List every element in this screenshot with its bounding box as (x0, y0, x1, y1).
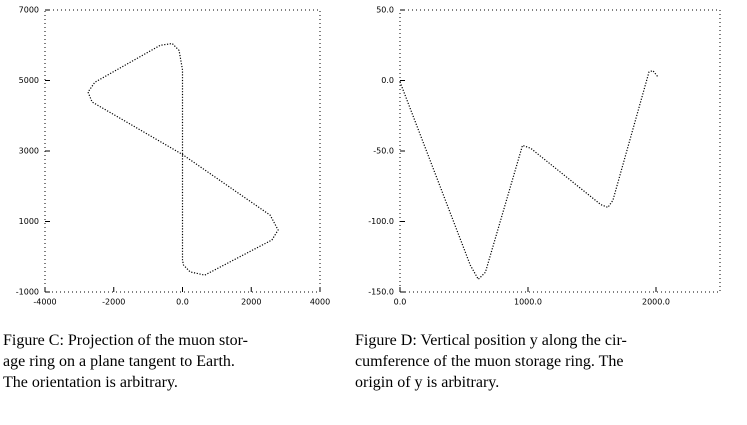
y-tick-label: 5000 (19, 76, 39, 85)
data-line (87, 42, 279, 276)
x-tick-label: -2000 (102, 298, 125, 307)
caption: Figure C: Projection of the muon stor-ag… (3, 330, 248, 393)
figures: -4000 -2000 0.0 2000 4000 -1000 1000 3000 5000 70… (16, 6, 721, 307)
y-tick-label: -1000 (16, 288, 39, 297)
caption-line: Figure C: Projection of the muon stor- (3, 332, 248, 349)
y-tick-label: 0.0 (381, 76, 394, 85)
x-tick-label: 2000 (241, 298, 261, 307)
y-tick-label: 1000 (19, 217, 39, 226)
x-tick-label: 0.0 (176, 298, 189, 307)
x-tick-label: 1000.0 (514, 298, 542, 307)
caption-line: The orientation is arbitrary. (3, 374, 178, 391)
y-tick-label: -100.0 (368, 217, 394, 226)
x-tick-label: 0.0 (394, 298, 407, 307)
x-tick-label: 4000 (310, 298, 330, 307)
y-tick-label: 7000 (19, 6, 39, 15)
data-line (399, 69, 659, 281)
x-tick-label: -4000 (33, 298, 56, 307)
y-tick-label: 50.0 (376, 6, 394, 15)
y-tick-label: -150.0 (368, 288, 394, 297)
caption-line: Figure D: Vertical position y along the … (355, 332, 627, 349)
caption-line: cumference of the muon storage ring. The (355, 353, 624, 370)
y-tick-label: 3000 (19, 147, 39, 156)
x-tick-label: 2000.0 (642, 298, 670, 307)
caption: Figure D: Vertical position y along the … (355, 330, 627, 393)
plot-frame (399, 9, 721, 293)
caption-line: origin of y is arbitrary. (355, 374, 500, 391)
y-tick-label: -50.0 (373, 147, 394, 156)
caption-line: age ring on a plane tangent to Earth. (3, 353, 235, 370)
